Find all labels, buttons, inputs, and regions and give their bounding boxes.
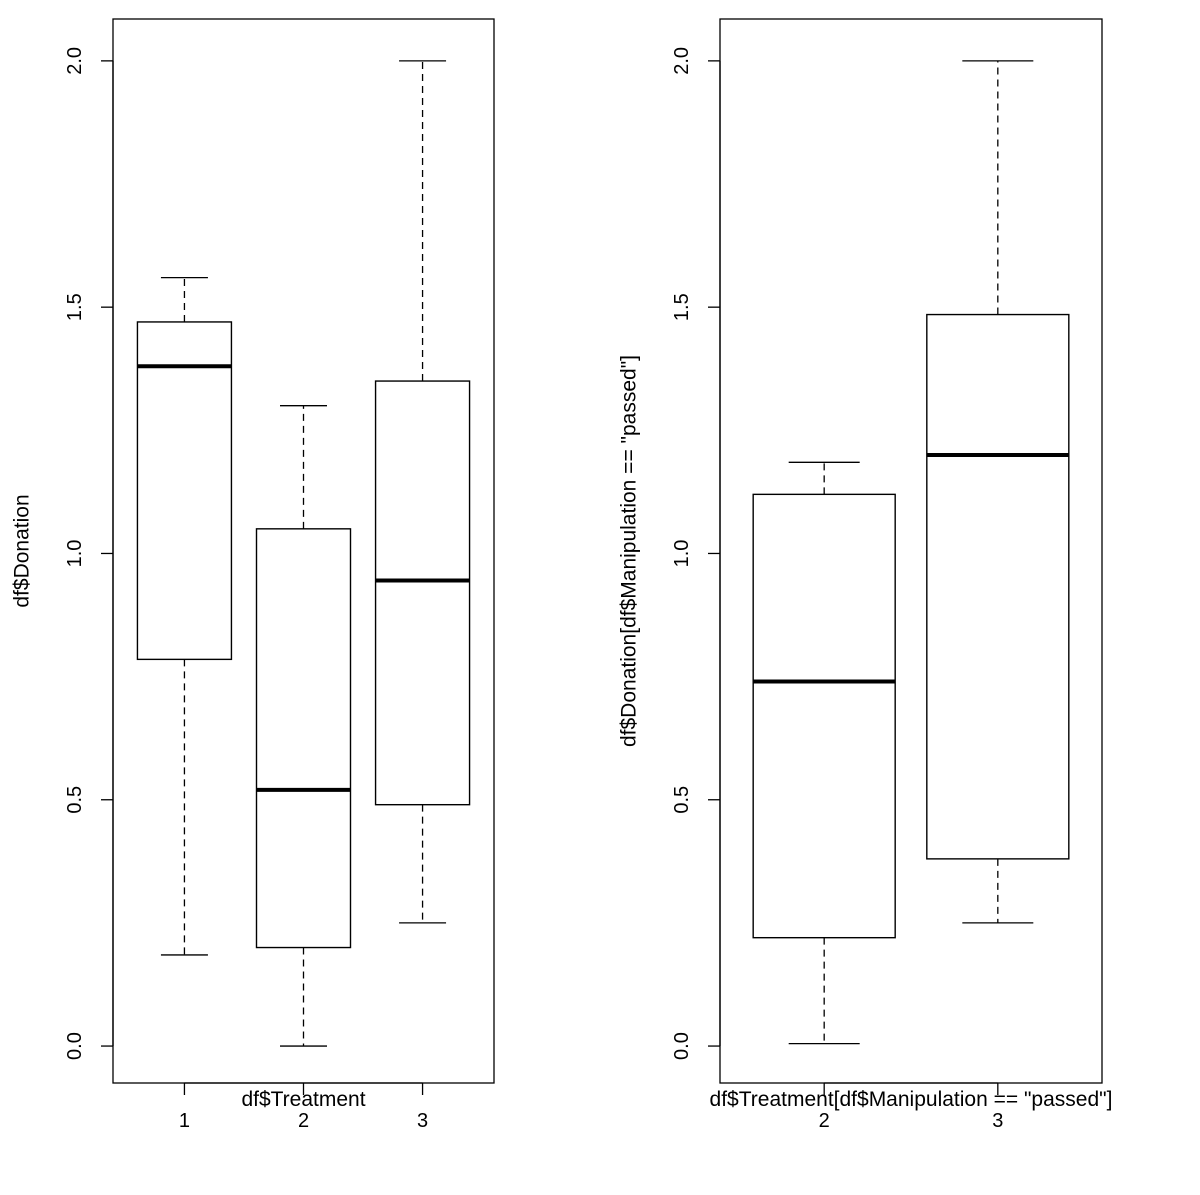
y-tick-label: 1.5 [671,293,693,321]
interquartile-box [255,528,352,949]
left-boxplot-panel: 0.0 0.5 1.0 1.5 2.0 1 2 3 df$Treatment df$Dona… [11,18,495,1132]
y-tick-label: 1.5 [64,293,86,321]
x-tick-label: 3 [992,1110,1003,1132]
y-tick-label: 2.0 [64,47,86,75]
left-y-axis-title: df$Donation [11,494,34,607]
interquartile-box [136,321,233,661]
interquartile-box [374,380,471,806]
x-tick-label: 2 [298,1110,309,1132]
box-1 [136,276,233,956]
y-tick-label: 0.5 [64,786,86,814]
box-3 [926,60,1070,924]
interquartile-box [752,493,896,939]
y-tick-label: 0.0 [671,1032,693,1060]
left-x-axis-title: df$Treatment [241,1088,365,1111]
box-2 [752,461,896,1045]
y-tick-label: 0.0 [64,1032,86,1060]
left-boxes [136,60,471,1047]
right-y-axis-title: df$Donation[df$Manipulation == "passed"] [618,355,641,747]
right-x-axis-title: df$Treatment[df$Manipulation == "passed"… [710,1088,1113,1111]
left-x-axis: 1 2 3 [179,1082,428,1132]
x-tick-label: 3 [417,1110,428,1132]
x-tick-label: 2 [819,1110,830,1132]
left-y-axis: 0.0 0.5 1.0 1.5 2.0 [64,47,114,1060]
y-tick-label: 1.0 [64,540,86,568]
right-y-axis: 0.0 0.5 1.0 1.5 2.0 [671,47,721,1060]
box-2 [255,405,352,1047]
interquartile-box [926,313,1070,860]
y-tick-label: 1.0 [671,540,693,568]
box-3 [374,60,471,924]
right-boxes [752,60,1070,1045]
x-tick-label: 1 [179,1110,190,1132]
y-tick-label: 2.0 [671,47,693,75]
y-tick-label: 0.5 [671,786,693,814]
